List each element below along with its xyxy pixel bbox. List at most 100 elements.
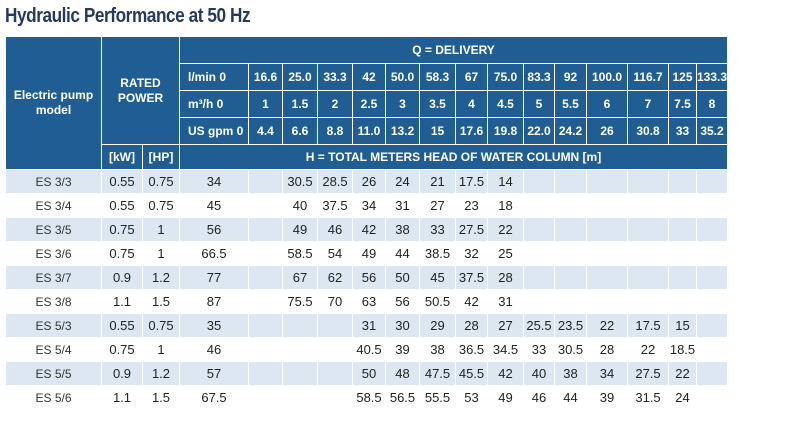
head-value-cell: 49 (352, 241, 386, 266)
usgpm-value-cell: 4.4 (248, 117, 283, 145)
head-value-cell: 31 (352, 313, 386, 338)
head-value-cell: 56 (385, 289, 420, 314)
head-value-cell: 46 (317, 217, 353, 242)
usgpm-value-cell: 35.2 (695, 117, 729, 145)
kw-cell: 0.75 (101, 337, 143, 362)
head-value-cell: 49 (487, 385, 524, 410)
hp-cell: 1 (142, 217, 180, 242)
head-value-cell (586, 217, 628, 242)
head-value-cell: 47.5 (419, 361, 456, 386)
page-title: Hydraulic Performance at 50 Hz (5, 5, 251, 27)
lmin-value-cell: 100.0 (586, 63, 628, 91)
head-value-cell: 27.5 (455, 217, 488, 242)
head-value-cell (695, 217, 729, 242)
head-zero-flow-cell: 67.5 (179, 385, 249, 410)
lmin-value-cell: 50.0 (385, 63, 420, 91)
hp-cell: 1.2 (142, 361, 180, 386)
head-value-cell (554, 241, 587, 266)
head-value-cell: 36.5 (455, 337, 488, 362)
head-value-cell (586, 289, 628, 314)
head-value-cell: 28.5 (317, 169, 353, 194)
kw-cell: 0.55 (101, 193, 143, 218)
lmin-value-cell: 133.3 (695, 63, 729, 91)
kw-cell: 1.1 (101, 385, 143, 410)
head-value-cell (248, 265, 283, 290)
hp-cell: 1.5 (142, 385, 180, 410)
head-value-cell (554, 289, 587, 314)
head-value-cell: 27 (419, 193, 456, 218)
head-value-cell (248, 217, 283, 242)
hp-cell: 1.5 (142, 289, 180, 314)
head-value-cell: 33 (419, 217, 456, 242)
table-row: ES 3/4 0.55 0.75 45 40 37.5 34 31 27 23 18 (5, 193, 729, 218)
head-value-cell: 23 (455, 193, 488, 218)
head-value-cell: 37.5 (317, 193, 353, 218)
head-value-cell (586, 169, 628, 194)
model-column-header: Electric pump model (5, 36, 102, 170)
head-value-cell: 34 (352, 193, 386, 218)
head-value-cell: 31.5 (627, 385, 669, 410)
head-value-cell (586, 193, 628, 218)
table-row: ES 3/3 0.55 0.75 34 30.5 28.5 26 24 21 17.5 14 (5, 169, 729, 194)
pump-model-cell: ES 5/5 (5, 361, 102, 386)
head-zero-flow-cell: 45 (179, 193, 249, 218)
lmin-value-cell: 42 (352, 63, 386, 91)
head-value-cell (554, 193, 587, 218)
m3h-value-cell: 4.5 (487, 90, 524, 118)
head-value-cell (248, 361, 283, 386)
kw-cell: 0.55 (101, 169, 143, 194)
lmin-value-cell: 75.0 (487, 63, 524, 91)
usgpm-value-cell: 8.8 (317, 117, 353, 145)
head-value-cell: 38 (385, 217, 420, 242)
head-value-cell (248, 193, 283, 218)
head-value-cell (317, 361, 353, 386)
head-value-cell: 31 (385, 193, 420, 218)
pump-model-cell: ES 3/7 (5, 265, 102, 290)
head-value-cell (248, 241, 283, 266)
pump-model-cell: ES 3/3 (5, 169, 102, 194)
m3h-value-cell: 5.5 (554, 90, 587, 118)
head-value-cell (554, 217, 587, 242)
head-value-cell: 42 (455, 289, 488, 314)
head-value-cell (627, 241, 669, 266)
head-zero-flow-cell: 34 (179, 169, 249, 194)
lmin-value-cell: 125 (668, 63, 697, 91)
hp-cell: 1 (142, 241, 180, 266)
head-value-cell: 55.5 (419, 385, 456, 410)
head-value-cell: 38 (554, 361, 587, 386)
head-value-cell: 75.5 (282, 289, 318, 314)
head-value-cell (523, 217, 555, 242)
head-value-cell: 18.5 (668, 337, 697, 362)
kw-cell: 0.9 (101, 265, 143, 290)
head-value-cell (627, 169, 669, 194)
head-value-cell: 49 (282, 217, 318, 242)
head-value-cell (695, 193, 729, 218)
pump-model-cell: ES 5/6 (5, 385, 102, 410)
head-value-cell: 39 (385, 337, 420, 362)
head-value-cell: 27 (487, 313, 524, 338)
table-row: ES 5/4 0.75 1 46 40.5 39 38 36.5 34.5 33 30.5 28 22 1… (5, 337, 729, 362)
usgpm-value-cell: 22.0 (523, 117, 555, 145)
head-value-cell (668, 241, 697, 266)
head-value-cell (695, 385, 729, 410)
head-value-cell (282, 337, 318, 362)
head-value-cell (695, 241, 729, 266)
head-value-cell: 67 (282, 265, 318, 290)
hp-cell: 0.75 (142, 169, 180, 194)
head-value-cell (627, 193, 669, 218)
head-value-cell: 30.5 (554, 337, 587, 362)
m3h-value-cell: 1.5 (282, 90, 318, 118)
lmin-value-cell: 58.3 (419, 63, 456, 91)
hp-cell: 1 (142, 337, 180, 362)
head-value-cell (248, 169, 283, 194)
m3h-value-cell: 3 (385, 90, 420, 118)
kw-cell: 0.75 (101, 217, 143, 242)
head-value-cell (523, 193, 555, 218)
head-value-cell: 22 (487, 217, 524, 242)
head-value-cell (248, 385, 283, 410)
head-value-cell (248, 337, 283, 362)
usgpm-value-cell: 11.0 (352, 117, 386, 145)
head-zero-flow-cell: 57 (179, 361, 249, 386)
head-value-cell: 27.5 (627, 361, 669, 386)
head-value-cell: 24 (385, 169, 420, 194)
